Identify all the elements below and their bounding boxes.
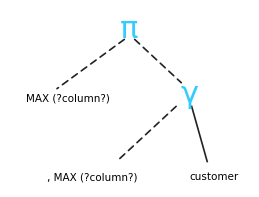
Text: MAX (?column?): MAX (?column?) xyxy=(26,94,110,103)
Text: customer: customer xyxy=(189,172,238,182)
Text: π: π xyxy=(120,15,139,44)
Text: , MAX (?column?): , MAX (?column?) xyxy=(47,172,137,182)
Text: γ: γ xyxy=(180,80,198,109)
